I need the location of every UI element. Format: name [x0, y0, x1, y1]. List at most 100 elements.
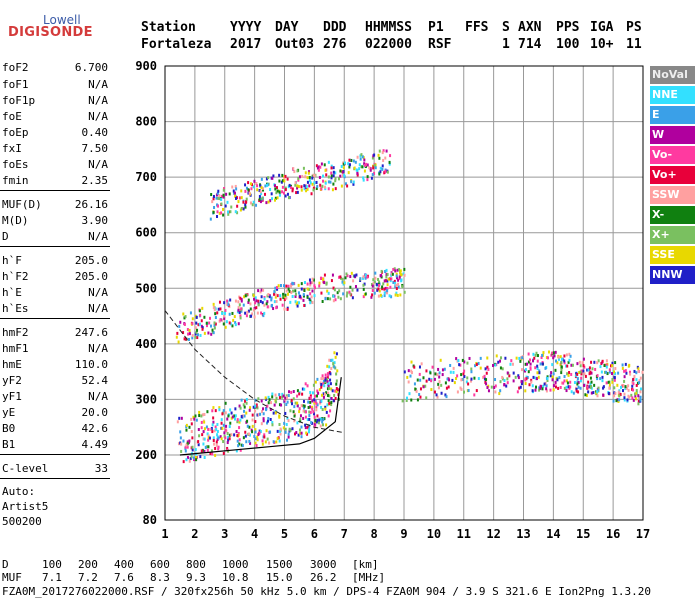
muf-table-cell: 1000 [222, 558, 249, 571]
data-point [197, 428, 200, 432]
data-point [247, 181, 250, 185]
data-point [479, 366, 482, 370]
data-point [531, 384, 534, 388]
data-point [248, 408, 251, 412]
data-point [320, 187, 323, 191]
data-point [177, 340, 180, 344]
data-point [560, 381, 563, 385]
data-point [303, 187, 306, 191]
data-point [590, 360, 593, 364]
data-point [494, 384, 497, 388]
data-point [227, 414, 230, 418]
data-point [327, 175, 330, 179]
data-point [263, 433, 266, 437]
data-point [614, 361, 617, 365]
data-point [194, 326, 197, 330]
data-point [583, 372, 586, 376]
data-point [247, 298, 250, 302]
data-point [278, 422, 281, 426]
data-point [244, 399, 247, 403]
data-point [335, 387, 338, 391]
data-point [335, 379, 338, 383]
data-point [321, 383, 324, 387]
data-point [385, 272, 388, 276]
data-point [220, 418, 223, 422]
data-point [575, 389, 578, 393]
data-point [311, 176, 314, 180]
data-point [288, 183, 291, 187]
data-point [313, 415, 316, 419]
data-point [503, 379, 506, 383]
data-point [319, 183, 322, 187]
data-point [260, 186, 263, 190]
data-point [369, 167, 372, 171]
data-point [203, 420, 206, 424]
data-point [198, 414, 201, 418]
data-point [613, 378, 616, 382]
data-point [518, 356, 521, 360]
data-point [419, 387, 422, 391]
data-point [398, 275, 401, 279]
muf-table-cell: 100 [42, 558, 62, 571]
data-point [340, 184, 343, 188]
data-point [215, 443, 218, 447]
data-point [197, 323, 200, 327]
data-point [372, 165, 375, 169]
data-point [244, 183, 247, 187]
data-point [201, 413, 204, 417]
data-point [256, 311, 259, 315]
data-point [240, 299, 243, 303]
data-point [207, 438, 210, 442]
data-point [449, 363, 452, 367]
header-label: HHMMSS [365, 20, 412, 35]
data-point [285, 403, 288, 407]
data-point [556, 361, 559, 365]
data-point [297, 176, 300, 180]
data-point [309, 299, 312, 303]
data-point [196, 336, 199, 340]
data-point [570, 390, 573, 394]
data-point [244, 203, 247, 207]
data-point [532, 352, 535, 356]
data-point [207, 427, 210, 431]
data-point [394, 281, 397, 285]
data-point [580, 372, 583, 376]
data-point [219, 307, 222, 311]
data-point [519, 385, 522, 389]
data-point [377, 277, 380, 281]
data-point [485, 371, 488, 375]
data-point [188, 328, 191, 332]
data-point [194, 335, 197, 339]
data-point [560, 371, 563, 375]
data-point [296, 169, 299, 173]
data-point [399, 269, 402, 273]
data-point [330, 401, 333, 405]
data-point [341, 170, 344, 174]
data-point [608, 370, 611, 374]
data-point [519, 359, 522, 363]
data-point [605, 359, 608, 363]
data-point [530, 378, 533, 382]
param-name: B1 [2, 438, 16, 451]
data-point [192, 456, 195, 460]
data-point [623, 375, 626, 379]
data-point [586, 368, 589, 372]
data-point [198, 410, 201, 414]
data-point [269, 430, 272, 434]
data-point [315, 164, 318, 168]
data-point [424, 384, 427, 388]
data-point [254, 420, 257, 424]
data-point [393, 267, 396, 271]
data-point [356, 155, 359, 159]
data-point [390, 295, 393, 299]
data-point [224, 308, 227, 312]
data-point [176, 331, 179, 335]
data-point [637, 370, 640, 374]
data-point [214, 322, 217, 326]
data-point [312, 383, 315, 387]
y-tick-label: 900 [135, 59, 157, 73]
data-point [283, 399, 286, 403]
data-point [234, 407, 237, 411]
y-tick-label: 600 [135, 226, 157, 240]
data-point [444, 381, 447, 385]
